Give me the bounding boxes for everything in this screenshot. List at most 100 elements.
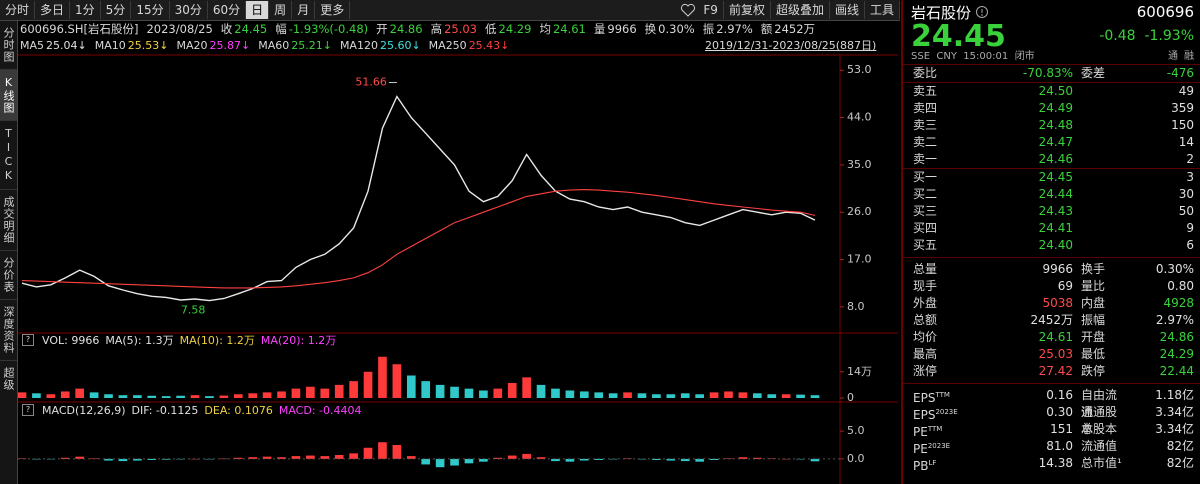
stat-row: 总量 9966 换手 0.30% — [903, 261, 1200, 278]
order-price: 24.50 — [1038, 84, 1073, 98]
macd-bar — [680, 458, 690, 462]
ma-name: MA250 — [428, 39, 467, 52]
name-box: 岩石股份 — [911, 2, 989, 23]
volume-bar — [17, 392, 27, 398]
stat-value: 9966 — [1042, 262, 1073, 276]
indicator-value: MA(20): 1.2万 — [260, 334, 337, 347]
order-ratio: 委比 -70.83% 委差 -476 — [903, 64, 1200, 82]
stat-label: 委比 — [913, 66, 938, 80]
macd-bar — [291, 456, 301, 459]
period-tab[interactable]: 30分 — [170, 1, 208, 19]
help-icon[interactable]: ? — [22, 334, 34, 346]
volume-bar — [709, 392, 719, 398]
stat-label: 最低 — [1081, 347, 1106, 361]
order-row: 卖一 24.46 2 — [903, 151, 1200, 168]
volume-bar — [320, 388, 330, 398]
macd-bar — [320, 456, 330, 459]
quote-value: 2.97% — [716, 22, 753, 36]
order-price: 24.44 — [1038, 187, 1073, 201]
volume-bar — [32, 393, 41, 398]
volume-bar — [334, 384, 344, 398]
order-label: 买三 — [913, 204, 938, 218]
help-icon[interactable]: ? — [22, 404, 34, 416]
period-tab[interactable]: 多日 — [35, 1, 71, 19]
macd-bar — [637, 458, 647, 460]
stat-row: PBLF 14.38 总市值¹ 82亿 — [903, 455, 1200, 473]
side-tab[interactable]: TICK — [0, 121, 17, 190]
quote-value: 0.30% — [658, 22, 695, 36]
side-tab[interactable]: 分价表 — [0, 251, 17, 300]
stat-value: 4928 — [1163, 296, 1194, 310]
period-tab[interactable]: 周 — [269, 1, 293, 19]
volume-bar — [637, 393, 647, 398]
period-tab[interactable]: 60分 — [208, 1, 247, 19]
stat-value: 0.80 — [1167, 279, 1194, 293]
stat-label: PETTM — [913, 421, 953, 441]
period-tab[interactable]: 月 — [292, 1, 316, 19]
symbol: 600696.SH[岩石股份] — [20, 22, 139, 36]
indicator-value: DIF: -0.1125 — [131, 404, 199, 417]
macd-bar — [767, 458, 777, 459]
macd-bar — [781, 458, 791, 460]
order-row: 卖五 24.50 49 — [903, 83, 1200, 100]
ma-item: MA20 25.87↓ — [176, 38, 250, 54]
volume-bar — [695, 394, 704, 398]
period-tabs: 分时 多日 1分 5分 15分 30分 60分日周月更多 — [0, 0, 351, 20]
macd-bar — [450, 458, 459, 466]
tool-tab[interactable]: F9 — [698, 1, 724, 19]
volume-bar — [89, 392, 99, 398]
stat-value: 3.34亿 — [1155, 405, 1194, 419]
status-row: SSE CNY 15:00:01 闭市 通融 — [903, 50, 1200, 64]
stat-sup: TTM — [935, 391, 950, 399]
stat-label: 总量 — [913, 262, 938, 276]
favorite-icon[interactable] — [678, 1, 698, 19]
side-tab[interactable]: 超级 — [2, 367, 15, 391]
volume-bar — [781, 394, 791, 398]
tool-tab[interactable]: 超级叠加 — [771, 1, 830, 19]
ma-name: MA120 — [339, 39, 378, 52]
date-range[interactable]: 2019/12/31-2023/08/25(887日) — [705, 39, 877, 52]
side-tab[interactable]: 深度资料 — [0, 300, 17, 361]
order-price: 24.40 — [1038, 238, 1073, 252]
quote-value: 24.61 — [552, 22, 586, 36]
quote-line: 600696.SH[岩石股份] 2023/08/25 收 24.45 幅 -1.93%(-… — [20, 21, 815, 37]
macd-bar — [32, 458, 41, 460]
y-tick-label: 26.0 — [847, 205, 872, 218]
volume-bar — [262, 392, 272, 398]
y-tick-label: 5.0 — [847, 424, 865, 437]
ma-legend: MA5 25.04↓ MA10 25.53↓ MA20 25.87↓ MA60 25.21↓ M… — [20, 38, 898, 54]
change-pct: -1.93% — [1144, 28, 1194, 44]
badge: 融 — [1184, 51, 1194, 62]
macd-bar — [147, 458, 157, 460]
tool-tab[interactable]: 前复权 — [724, 1, 771, 19]
stat-value: 22.44 — [1159, 364, 1194, 378]
period-tab[interactable]: 更多 — [315, 1, 351, 19]
stat-value: 14.38 — [1038, 456, 1073, 470]
ma-value: 25.04↓ — [46, 39, 87, 52]
y-tick-label: 14万 — [847, 365, 872, 378]
period-tab[interactable]: 5分 — [101, 1, 132, 19]
period-tab[interactable]: 日 — [246, 1, 270, 19]
side-tab[interactable]: K线图 — [0, 70, 17, 121]
stat-value: 0.30% — [1155, 262, 1194, 276]
toolbar: 分时 多日 1分 5分 15分 30分 60分日周月更多 F9 前复权 超级叠加 画线 工具 — [0, 0, 900, 21]
stat-value: 82亿 — [1166, 456, 1194, 470]
tool-tab[interactable]: 画线 — [830, 1, 865, 19]
stat-row: 最高 25.03 最低 24.29 — [903, 346, 1200, 363]
macd-bar — [46, 458, 56, 460]
stat-label: 均价 — [913, 330, 938, 344]
info-icon[interactable] — [975, 5, 989, 19]
stat-sup: LF — [928, 459, 937, 467]
ma-name: MA20 — [176, 39, 208, 52]
order-volume: 30 — [1178, 187, 1194, 201]
period-tab[interactable]: 1分 — [70, 1, 101, 19]
stat-value: 2.97% — [1155, 313, 1194, 327]
side-tab[interactable]: 成交明细 — [0, 190, 17, 251]
side-tab[interactable]: 分时图 — [0, 21, 17, 70]
period-tab[interactable]: 15分 — [131, 1, 170, 19]
period-tab[interactable]: 分时 — [0, 1, 36, 19]
volume-bar — [349, 381, 358, 398]
volume-bar — [507, 383, 517, 398]
macd-bar — [565, 458, 575, 462]
tool-tab[interactable]: 工具 — [865, 1, 900, 19]
